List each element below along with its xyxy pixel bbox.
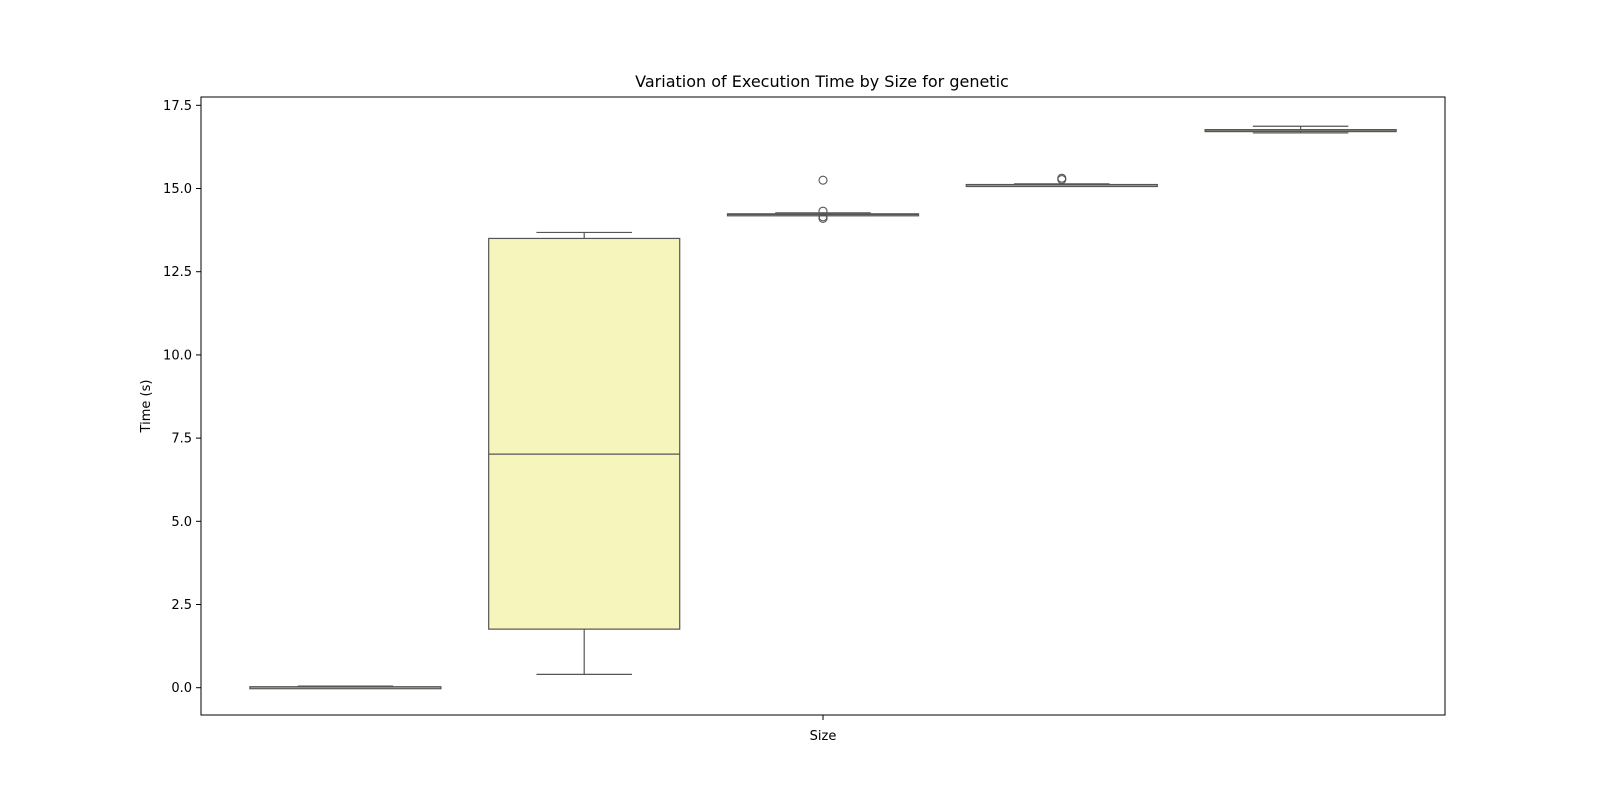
outlier-point	[1057, 173, 1067, 183]
outlier-point	[818, 206, 828, 216]
outlier-point	[818, 175, 828, 185]
box-group	[965, 173, 1158, 188]
y-tick-label: 7.5	[171, 432, 192, 447]
outlier-point	[818, 212, 828, 222]
x-axis-label: Size	[810, 729, 837, 744]
box-group	[488, 231, 681, 675]
chart-title: Variation of Execution Time by Size for …	[635, 72, 1009, 91]
y-tick-label: 5.0	[171, 515, 192, 530]
y-tick-label: 2.5	[171, 598, 192, 613]
plot-area	[249, 125, 1397, 690]
plot-frame	[200, 96, 1446, 716]
y-tick-label: 10.0	[163, 348, 192, 363]
box-group	[1204, 125, 1397, 134]
y-axis: 0.0 2.5 5.0 7.5 10.0 12.5 15.0 17.5	[163, 99, 201, 696]
y-tick-label: 0.0	[171, 681, 192, 696]
box-group	[249, 685, 442, 690]
y-tick-label: 17.5	[163, 99, 192, 114]
y-tick-label: 15.0	[163, 182, 192, 197]
box-group	[726, 175, 920, 224]
y-axis-label: Time (s)	[139, 380, 154, 434]
box-body	[488, 237, 681, 630]
y-tick-label: 12.5	[163, 265, 192, 280]
